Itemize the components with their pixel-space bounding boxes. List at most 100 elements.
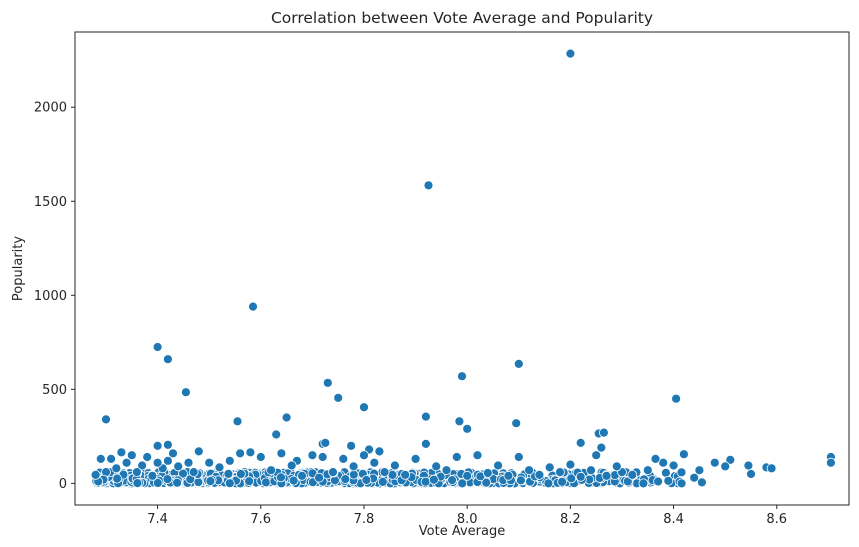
x-tick-label: 8.2 <box>560 512 581 527</box>
data-point <box>534 469 545 480</box>
data-point <box>661 467 671 478</box>
data-point <box>668 460 679 471</box>
x-axis-label: Vote Average <box>419 524 505 539</box>
data-point <box>697 477 707 488</box>
data-point <box>162 455 173 466</box>
data-point <box>462 423 473 434</box>
data-point <box>369 457 380 468</box>
y-axis-label: Popularity <box>11 236 26 301</box>
data-point <box>482 468 493 478</box>
data-point <box>193 477 204 488</box>
data-point <box>650 453 661 464</box>
data-point <box>642 465 653 476</box>
data-point <box>746 469 756 479</box>
data-point <box>232 416 243 427</box>
data-point <box>333 392 344 403</box>
data-point <box>601 470 612 481</box>
data-point <box>152 440 163 451</box>
data-point <box>462 470 473 481</box>
data-point <box>720 461 731 472</box>
x-tick-label: 8.4 <box>663 512 684 527</box>
data-point <box>162 354 173 365</box>
x-tick-label: 7.8 <box>354 512 375 527</box>
data-point <box>180 387 191 398</box>
x-axis: 7.4 7.6 7.8 8.0 8.2 8.4 8.6 <box>147 505 787 527</box>
data-point <box>377 476 388 487</box>
data-point <box>162 474 173 485</box>
data-point <box>575 437 586 448</box>
x-tick-label: 7.6 <box>250 512 271 527</box>
data-point <box>248 301 258 312</box>
data-point <box>235 448 246 459</box>
data-point <box>266 465 277 476</box>
data-point <box>689 472 700 483</box>
data-point <box>653 476 663 487</box>
data-point <box>676 478 687 489</box>
data-point <box>447 475 458 486</box>
data-point <box>152 342 163 352</box>
data-point <box>235 469 246 479</box>
data-point <box>410 453 421 464</box>
data-point <box>596 442 607 453</box>
data-point <box>544 462 555 473</box>
data-point <box>543 478 554 489</box>
data-point <box>348 469 359 480</box>
data-point <box>611 461 622 472</box>
chart-title: Correlation between Vote Average and Pop… <box>271 9 653 27</box>
data-point <box>676 467 687 478</box>
data-point <box>168 448 178 459</box>
data-point <box>245 447 256 458</box>
data-point <box>178 468 188 479</box>
data-point <box>276 448 287 459</box>
data-point <box>224 478 235 489</box>
data-point <box>322 377 333 388</box>
data-point <box>314 472 325 483</box>
data-point <box>338 453 349 464</box>
data-point <box>725 454 736 465</box>
y-tick-label: 2000 <box>34 101 67 116</box>
data-point <box>679 449 689 460</box>
data-point <box>307 450 318 461</box>
plot-frame <box>74 31 850 506</box>
data-point <box>121 457 132 468</box>
data-point <box>348 461 359 472</box>
data-point <box>111 463 122 474</box>
data-point <box>183 457 194 468</box>
data-point <box>454 416 465 427</box>
data-point <box>359 402 369 413</box>
data-point <box>162 439 173 450</box>
data-point <box>340 474 351 485</box>
data-point <box>826 457 836 468</box>
data-point <box>223 468 234 479</box>
data-point <box>599 427 609 438</box>
data-point <box>374 446 385 457</box>
data-point <box>90 469 101 480</box>
data-point <box>671 393 681 404</box>
data-point <box>359 450 369 461</box>
data-point <box>493 460 504 471</box>
y-axis: 0 500 1000 1500 2000 <box>34 101 75 492</box>
data-point <box>261 477 271 488</box>
data-point <box>420 476 431 487</box>
data-point <box>193 446 204 457</box>
data-point <box>101 414 111 425</box>
data-point <box>346 440 357 451</box>
data-point <box>126 450 137 461</box>
data-point <box>281 412 292 423</box>
data-point <box>317 452 328 462</box>
data-point <box>112 473 122 484</box>
data-point <box>361 475 372 485</box>
data-point <box>205 476 216 487</box>
data-point <box>694 465 705 476</box>
data-point <box>516 475 526 486</box>
data-point <box>188 467 199 478</box>
data-point <box>172 477 183 488</box>
data-point <box>565 459 576 470</box>
data-point <box>320 437 331 448</box>
data-point <box>575 471 586 482</box>
data-point <box>457 371 467 382</box>
data-point <box>224 455 235 466</box>
data-point <box>586 465 596 476</box>
data-point <box>214 462 225 473</box>
data-point <box>131 467 142 478</box>
